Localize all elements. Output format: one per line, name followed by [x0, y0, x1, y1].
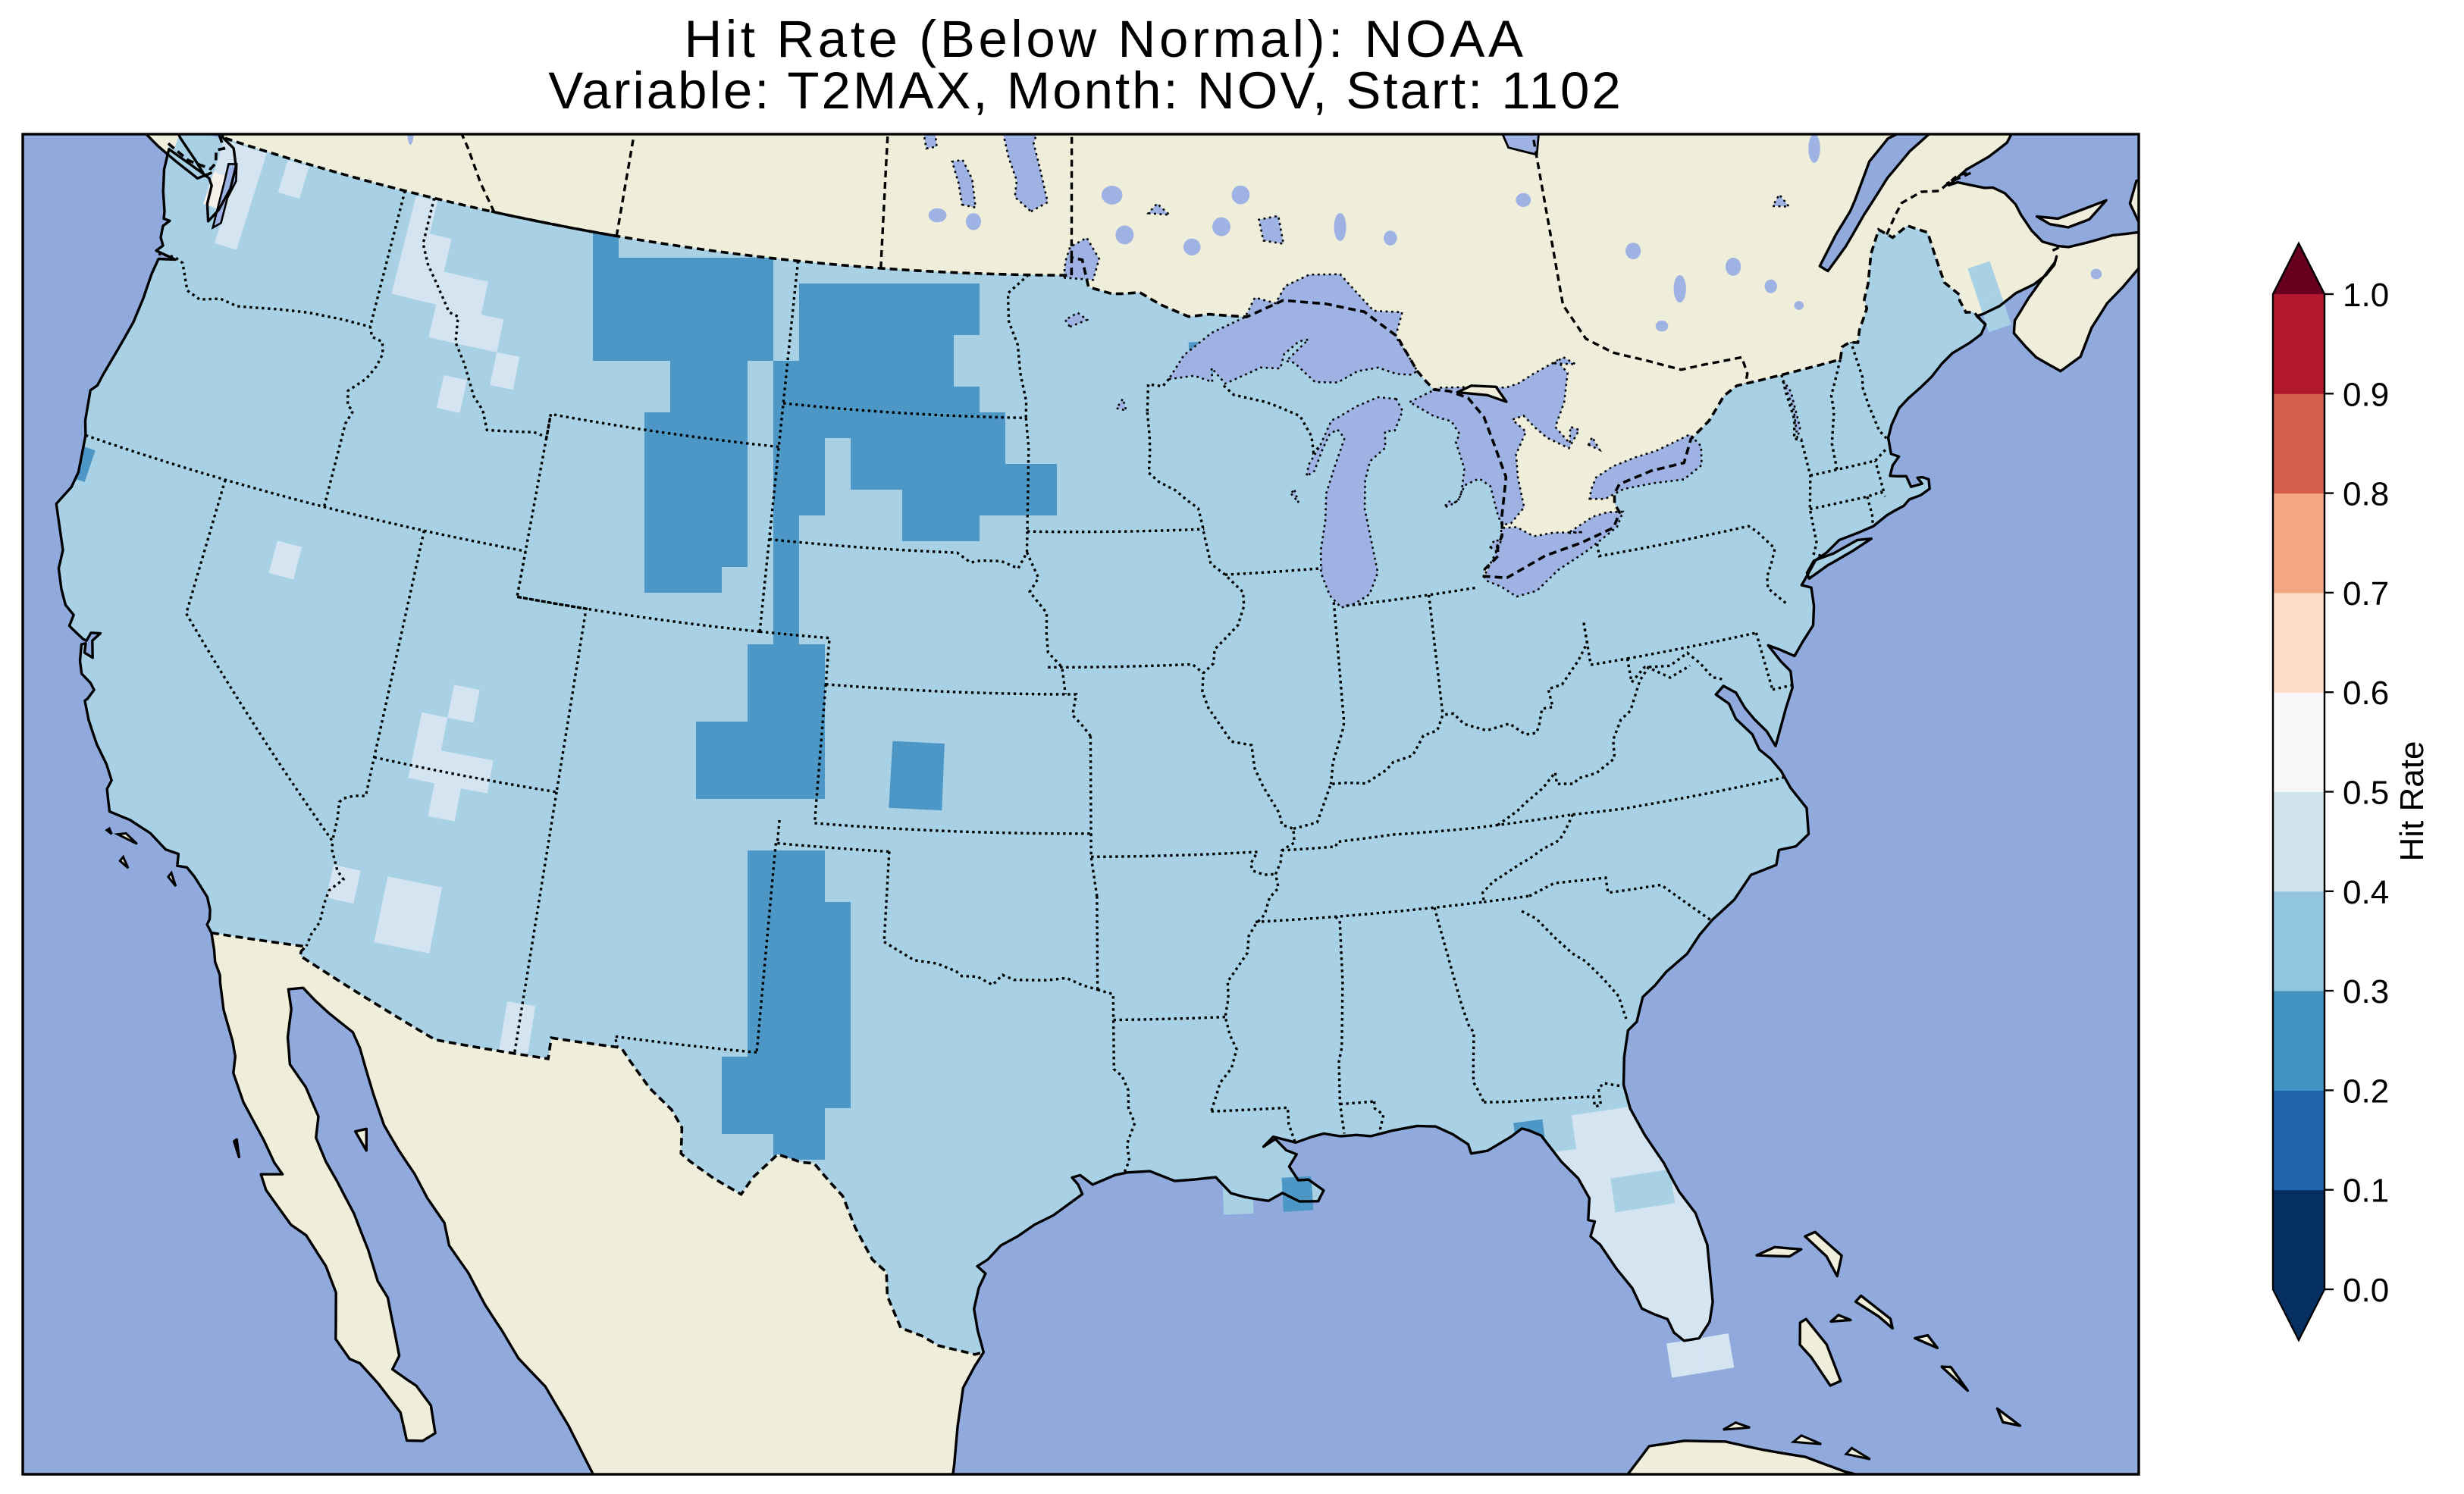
svg-text:Hit Rate: Hit Rate: [2393, 741, 2431, 862]
svg-text:1.0: 1.0: [2343, 277, 2389, 314]
svg-text:0.2: 0.2: [2343, 1073, 2389, 1110]
svg-text:0.6: 0.6: [2343, 675, 2389, 712]
svg-text:0.5: 0.5: [2343, 775, 2389, 812]
svg-text:0.1: 0.1: [2343, 1173, 2389, 1210]
svg-text:0.0: 0.0: [2343, 1272, 2389, 1309]
svg-text:0.4: 0.4: [2343, 874, 2389, 911]
svg-text:Hit Rate (Below Normal): NOAA: Hit Rate (Below Normal): NOAA: [684, 10, 1526, 68]
svg-text:0.9: 0.9: [2343, 376, 2389, 413]
svg-text:0.7: 0.7: [2343, 575, 2389, 612]
svg-text:0.8: 0.8: [2343, 476, 2389, 513]
svg-text:0.3: 0.3: [2343, 973, 2389, 1010]
svg-text:Variable: T2MAX, Month: NOV, S: Variable: T2MAX, Month: NOV, Start: 1102: [548, 61, 1623, 120]
